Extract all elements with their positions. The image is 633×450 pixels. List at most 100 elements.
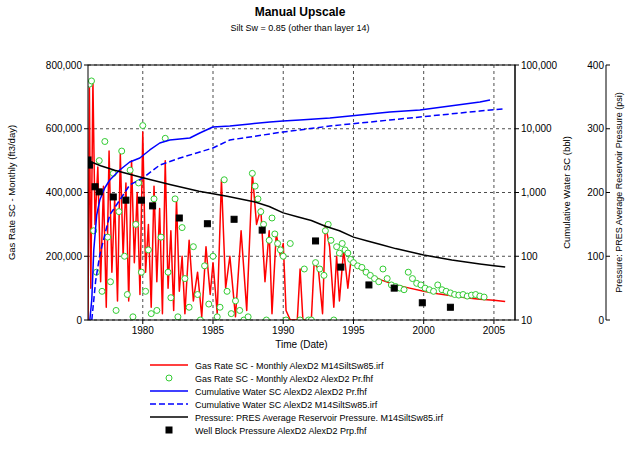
- point: [210, 253, 216, 259]
- point: [258, 209, 264, 215]
- point: [186, 304, 192, 310]
- y-tick: [84, 256, 88, 257]
- x-tick-label: 2000: [413, 325, 436, 336]
- legend-label: Pressure: PRES Average Reservoir Pressur…: [195, 413, 443, 423]
- point: [113, 307, 119, 313]
- y2-axis-title: Cumulative Water SC (bbl): [561, 136, 572, 249]
- y3-tick-label: 300: [587, 123, 604, 134]
- point: [179, 225, 185, 231]
- point: [272, 231, 278, 237]
- point: [401, 287, 407, 293]
- y3-tick-label: 100: [587, 251, 604, 262]
- point: [96, 189, 102, 195]
- point: [202, 263, 208, 269]
- scatter-series: [88, 78, 487, 320]
- x-tick: [213, 320, 214, 324]
- y-tick-label: 200,000: [46, 251, 83, 262]
- x-tick-label: 1980: [132, 325, 155, 336]
- point: [336, 250, 342, 256]
- point: [105, 234, 111, 240]
- y2-tick: [515, 192, 519, 193]
- point: [384, 276, 390, 282]
- y3-tick: [606, 192, 610, 193]
- y-tick: [84, 128, 88, 129]
- point: [168, 295, 174, 301]
- point: [175, 314, 181, 320]
- point: [237, 307, 243, 313]
- point: [334, 244, 340, 250]
- y3-tick: [606, 128, 610, 129]
- point: [275, 241, 281, 247]
- y2-tick-label: 10,000: [521, 123, 552, 134]
- point: [280, 253, 286, 259]
- y-tick: [84, 192, 88, 193]
- point: [107, 279, 113, 285]
- legend: Gas Rate SC - Monthly AlexD2 M14SiltSw85…: [150, 361, 443, 436]
- point: [380, 266, 386, 272]
- x-tick-label: 2005: [483, 325, 506, 336]
- point: [232, 298, 238, 304]
- point: [127, 167, 133, 173]
- legend-line: [150, 390, 188, 392]
- x-tick: [423, 320, 424, 324]
- legend-label: Gas Rate SC - Monthly AlexD2 M14SiltSw85…: [195, 361, 384, 371]
- point: [165, 269, 171, 275]
- point: [102, 139, 108, 145]
- point: [391, 285, 397, 291]
- legend-label: Cumulative Water SC AlexD2 AlexD2 Pr.fhf: [195, 387, 367, 397]
- point: [259, 227, 265, 233]
- legend-label: Gas Rate SC - Monthly AlexD2 AlexD2 Pr.f…: [195, 374, 374, 384]
- line: [90, 100, 490, 320]
- point: [277, 247, 283, 253]
- point: [322, 228, 328, 234]
- point: [138, 197, 144, 203]
- point: [204, 221, 210, 227]
- point: [119, 148, 125, 154]
- point: [123, 197, 129, 203]
- point: [217, 304, 223, 310]
- point: [176, 215, 182, 221]
- point: [376, 279, 382, 285]
- x-tick: [142, 320, 143, 324]
- y3-tick: [606, 256, 610, 257]
- point: [338, 264, 344, 270]
- legend-label: Cumulative Water SC AlexD2 M14SiltSw85.i…: [195, 400, 378, 410]
- point: [301, 266, 307, 272]
- x-axis-title: Time (Date): [275, 339, 327, 350]
- point: [96, 158, 102, 164]
- point: [339, 241, 345, 247]
- point: [214, 314, 220, 320]
- legend-line: [150, 403, 188, 405]
- point: [99, 288, 105, 294]
- y2-tick-label: 100,000: [521, 60, 558, 71]
- title: Manual Upscale: [255, 5, 346, 19]
- point: [245, 314, 251, 320]
- plot-frame: [88, 65, 515, 320]
- x-tick-label: 1995: [342, 325, 365, 336]
- y3-axis-title: Pressure: PRES Average Reservoir Pressur…: [614, 92, 624, 292]
- y3-tick: [606, 320, 610, 321]
- point: [145, 247, 151, 253]
- point: [140, 123, 146, 129]
- subtitle: Silt Sw = 0.85 (other than layer 14): [231, 23, 370, 33]
- point: [224, 288, 230, 294]
- point: [269, 215, 275, 221]
- point: [366, 282, 372, 288]
- plot-area: [88, 65, 515, 320]
- y2-tick: [515, 256, 519, 257]
- y3-tick: [606, 65, 610, 66]
- x-tick: [353, 320, 354, 324]
- point: [206, 301, 212, 307]
- y-tick-label: 600,000: [46, 123, 83, 134]
- point: [133, 221, 139, 227]
- point: [138, 269, 144, 275]
- point: [266, 237, 272, 243]
- point: [110, 194, 116, 200]
- point: [172, 196, 178, 202]
- point: [116, 209, 122, 215]
- point: [447, 304, 453, 310]
- point: [328, 237, 334, 243]
- point: [313, 260, 319, 266]
- point: [419, 300, 425, 306]
- y-grid-line: [88, 192, 515, 193]
